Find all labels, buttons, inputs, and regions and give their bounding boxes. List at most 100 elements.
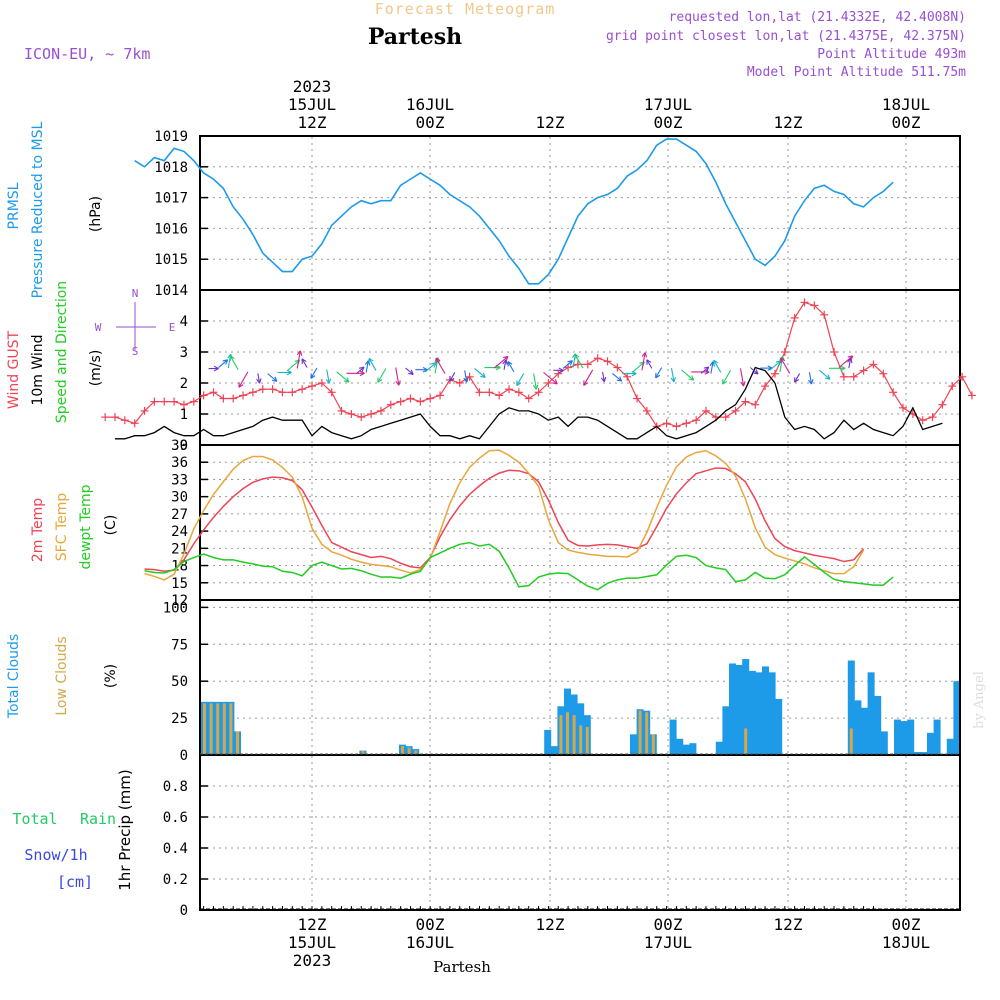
total-clouds-bar (748, 670, 756, 754)
gust-point (731, 406, 740, 415)
gust-point (209, 388, 218, 397)
gust-point (524, 394, 533, 403)
low-clouds-bar (401, 746, 404, 754)
gust-point (258, 385, 267, 394)
top-axis-hour: 12Z (536, 113, 565, 132)
wind-direction-arrow (574, 353, 584, 369)
wind-direction-arrow (229, 355, 239, 370)
total-clouds-bar (920, 752, 928, 754)
tick-label-clouds-1: 25 (171, 711, 188, 727)
wind-direction-arrow (368, 357, 377, 371)
panel-frame-temperature (199, 444, 961, 601)
wind-direction-arrow (808, 372, 814, 385)
wind-direction-arrow (739, 368, 746, 387)
panel-label-pressure-1: Pressure Reduced to MSL (30, 121, 46, 298)
low-clouds-bar (585, 726, 589, 754)
panel-frame-precip (199, 754, 961, 911)
wind-direction-arrow (377, 368, 387, 383)
chart-title: Partesh (367, 24, 463, 50)
total-clouds-bar (762, 666, 769, 754)
tick-label-pressure-0: 1014 (154, 283, 188, 299)
gust-point (554, 369, 563, 378)
wind-direction-arrow (256, 373, 262, 384)
gust-point (426, 394, 435, 403)
top-axis-day: 17JUL (644, 95, 692, 114)
top-axis-hour: 12Z (298, 113, 327, 132)
wind-direction-arrow (218, 359, 229, 368)
model-label: ICON-EU, ~ 7km (24, 45, 151, 63)
precip-label-total: Total (12, 810, 57, 828)
wind-direction-arrow (325, 369, 332, 384)
gust-point (485, 388, 494, 397)
tick-label-precip-3: 0.6 (163, 810, 188, 826)
bottom-axis-hour: 12Z (298, 915, 327, 934)
tick-label-temperature-6: 30 (171, 490, 188, 506)
wind-direction-arrow (336, 371, 350, 383)
tick-label-temperature-9: 39 (171, 438, 188, 454)
top-axis-hour: 12Z (774, 113, 803, 132)
gust-point (367, 410, 376, 418)
bottom-axis-hour: 00Z (416, 915, 445, 934)
gust-point (317, 379, 326, 387)
gust-point (475, 388, 484, 397)
total-clouds-bar (907, 719, 915, 754)
panel-label-temperature-0: 2m Temp (30, 498, 46, 562)
total-clouds-bar (768, 672, 776, 754)
gust-point (278, 388, 287, 397)
temp-2m-series-line (144, 467, 865, 573)
tick-label-wind-2: 2 (180, 376, 188, 392)
gust-point (495, 391, 504, 400)
credit-watermark: by Angel (972, 671, 987, 729)
dewpt-series-line (144, 541, 894, 591)
low-clouds-bar (229, 703, 233, 754)
wind-direction-arrow (691, 369, 710, 375)
wind-direction-arrow (301, 358, 308, 368)
tick-label-temperature-4: 24 (171, 524, 188, 540)
gust-point (967, 391, 976, 400)
wind-direction-arrow (507, 361, 515, 373)
bottom-axis-hour: 00Z (892, 915, 921, 934)
gust-point (672, 422, 681, 431)
gust-point (406, 394, 415, 403)
gust-point (130, 419, 139, 428)
compass-west: W (95, 321, 102, 334)
gust-point (248, 388, 257, 397)
panel-label-wind-1: 10m Wind (30, 334, 46, 405)
gust-point (357, 413, 366, 422)
gust-point (928, 413, 937, 422)
gust-point (869, 360, 878, 369)
grid-point-coords: grid point closest lon,lat (21.4375E, 42… (605, 29, 966, 44)
gust-point (505, 385, 513, 394)
gust-point (958, 372, 967, 381)
gust-point (780, 348, 789, 356)
gust-point (603, 357, 612, 366)
wind-direction-arrow (749, 367, 759, 375)
wind-direction-arrow (829, 365, 846, 372)
gust-point (239, 391, 248, 400)
low-clouds-bar (361, 750, 365, 754)
tick-label-pressure-3: 1017 (154, 191, 188, 207)
wind-direction-arrow (484, 364, 501, 371)
total-clouds-bar (715, 741, 723, 754)
panel-label-clouds-1: Low Clouds (54, 636, 70, 715)
tick-label-wind-1: 1 (180, 407, 188, 423)
tick-label-clouds-0: 0 (180, 748, 188, 764)
gust-point (416, 397, 425, 406)
wind-direction-arrow (424, 362, 437, 373)
wind-direction-arrow (474, 368, 486, 378)
gust-point (120, 416, 129, 425)
gust-point (593, 354, 602, 363)
low-clouds-bar (559, 715, 563, 754)
gust-point (642, 406, 651, 415)
wind-direction-arrow (405, 367, 414, 375)
panel-label-pressure-0: PRMSL (6, 182, 22, 229)
total-clouds-bar (742, 659, 750, 754)
gust-point (810, 301, 819, 310)
tick-label-temperature-1: 15 (171, 576, 188, 592)
tick-label-temperature-8: 36 (171, 455, 188, 471)
gust-point (583, 360, 592, 369)
wind-direction-arrow (612, 372, 623, 382)
gust-point (219, 394, 228, 403)
wind-direction-arrow (463, 370, 469, 383)
total-clouds-bar (913, 752, 921, 754)
